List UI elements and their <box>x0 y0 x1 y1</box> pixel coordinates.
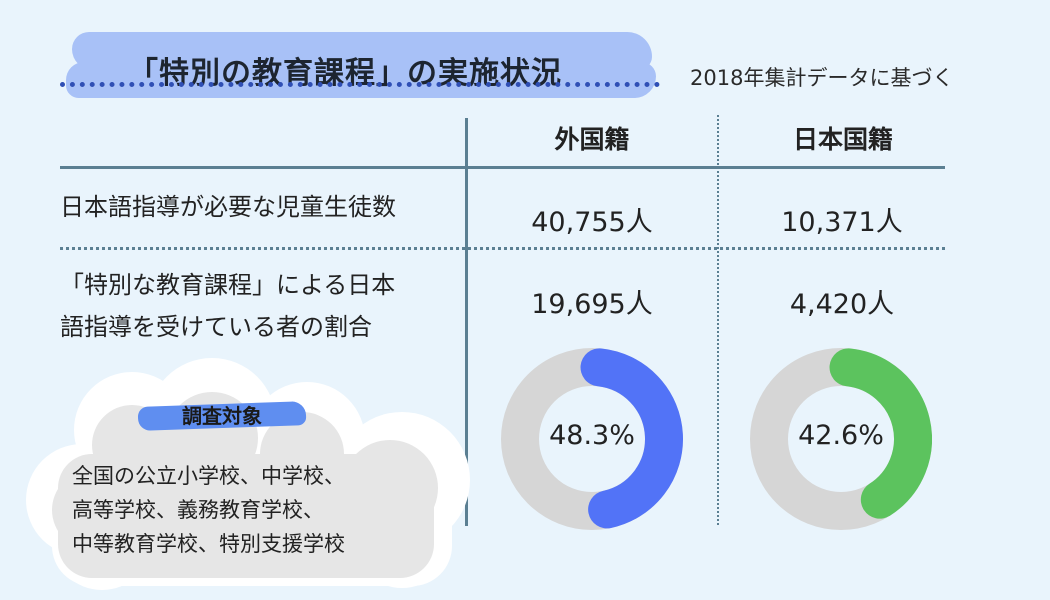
column-divider-dotted <box>717 115 719 525</box>
donut-arc-foreign <box>580 348 683 529</box>
survey-title: 調査対象 <box>182 404 262 428</box>
value-foreign-students: 40,755人 <box>531 207 653 238</box>
title-highlight <box>66 62 656 98</box>
row-label-line: 日本語指導が必要な児童生徒数 <box>60 193 396 221</box>
donut-arc-japanese <box>829 348 932 519</box>
column-header-foreign: 外国籍 <box>554 125 630 154</box>
survey-line: 全国の公立小学校、中学校、 <box>72 464 345 488</box>
column-header-japanese: 日本国籍 <box>792 125 893 154</box>
survey-line: 中等教育学校、特別支援学校 <box>72 532 345 556</box>
title-underline <box>60 82 660 87</box>
donut-chart-foreign <box>501 348 683 530</box>
value-foreign-special: 19,695人 <box>531 289 653 320</box>
row-label: 「特別な教育課程」による日本 語指導を受けている者の割合 <box>60 264 395 348</box>
header-divider <box>60 166 945 169</box>
row-label-line: 「特別な教育課程」による日本 <box>60 271 396 299</box>
row-divider-dotted <box>60 247 945 250</box>
donut-chart-japanese <box>750 348 932 530</box>
column-divider <box>465 118 468 526</box>
value-japanese-students: 10,371人 <box>781 207 903 238</box>
donut-label-japanese: 42.6% <box>798 420 884 451</box>
value-japanese-special: 4,420人 <box>789 289 895 320</box>
row-label: 日本語指導が必要な児童生徒数 <box>60 186 396 228</box>
survey-title-badge: 調査対象 <box>137 400 307 431</box>
title-block: 「特別の教育課程」の実施状況 <box>66 22 666 102</box>
survey-line: 高等学校、義務教育学校、 <box>72 498 324 522</box>
donut-label-foreign: 48.3% <box>549 420 635 451</box>
row-label-line: 語指導を受けている者の割合 <box>60 313 372 341</box>
page-subtitle: 2018年集計データに基づく <box>690 66 954 90</box>
